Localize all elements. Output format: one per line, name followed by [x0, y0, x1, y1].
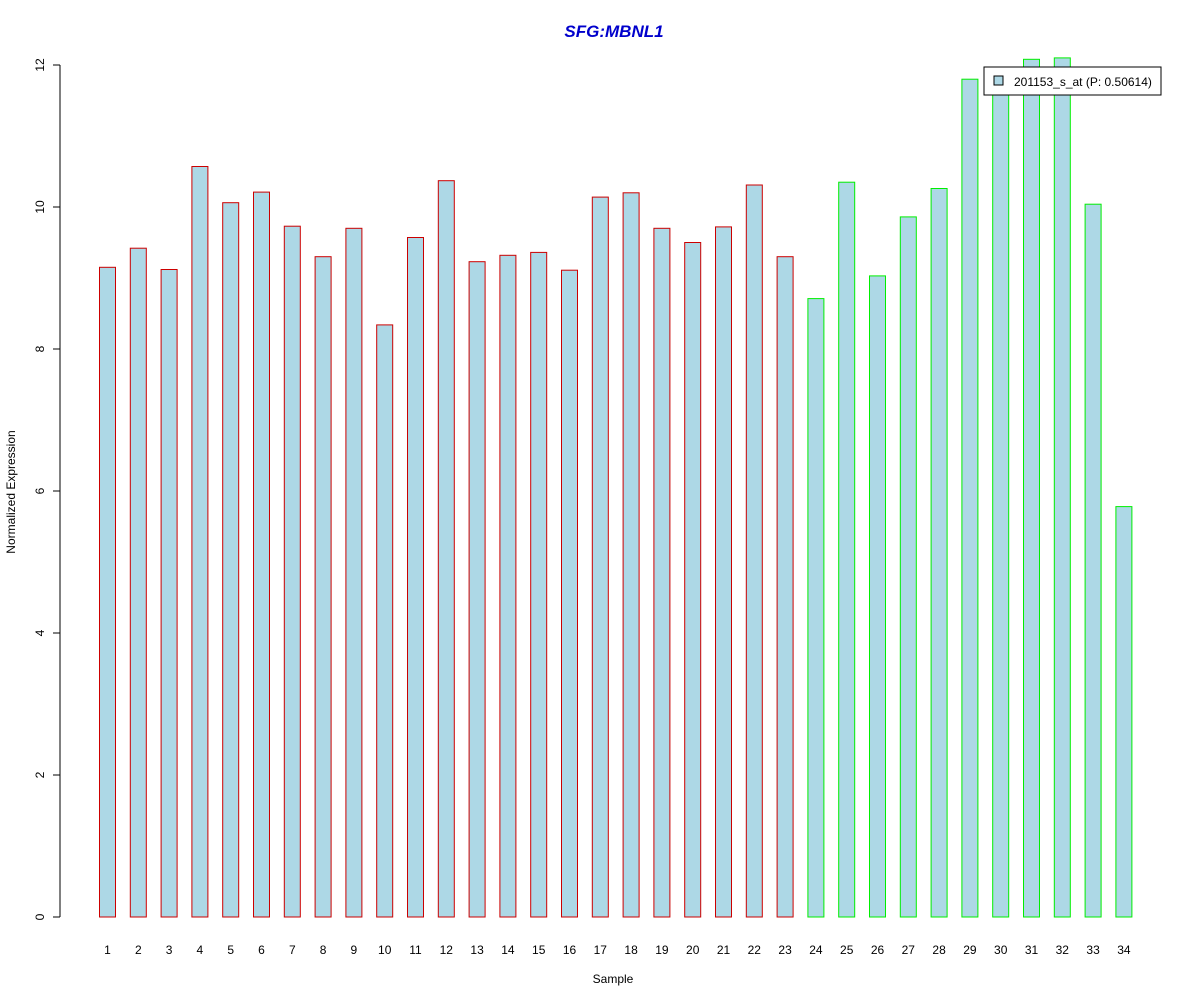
bar-sample-10: [376, 324, 394, 918]
legend-swatch: [993, 75, 1004, 86]
y-tick-label: 4: [33, 629, 47, 636]
x-tick-label: 26: [871, 943, 885, 957]
x-axis-title: Sample: [593, 972, 634, 986]
bar-sample-25: [838, 181, 856, 918]
x-tick-label: 12: [440, 943, 454, 957]
x-tick-label: 2: [135, 943, 142, 957]
x-tick-label: 22: [748, 943, 762, 957]
bar-sample-11: [407, 237, 424, 918]
bar-sample-29: [961, 78, 979, 918]
bar-sample-15: [530, 251, 548, 918]
x-tick-label: 27: [902, 943, 916, 957]
x-tick-label: 31: [1025, 943, 1039, 957]
bar-sample-27: [899, 216, 917, 918]
x-axis-tick-labels: 1 2 3 4 5 6 7 8 9 10 11 12 13 14 15 16 17 18 19 20 21 22 23 24 2…: [104, 943, 1131, 957]
y-tick-label: 6: [33, 487, 47, 494]
legend: 201153_s_at (P: 0.50614): [983, 66, 1162, 96]
bar-sample-9: [345, 227, 363, 918]
y-tick-label: 2: [33, 771, 47, 778]
bar-sample-33: [1084, 203, 1102, 918]
bar-sample-1: [99, 266, 116, 918]
bar-sample-12: [437, 180, 455, 918]
legend-box: [983, 66, 1162, 96]
legend-label: 201153_s_at (P: 0.50614): [1014, 75, 1152, 89]
x-tick-label: 17: [594, 943, 608, 957]
bar-sample-34: [1115, 506, 1133, 918]
x-tick-label: 4: [197, 943, 204, 957]
bar-sample-30: [992, 89, 1010, 918]
bar-sample-22: [745, 184, 763, 918]
x-tick-label: 30: [994, 943, 1008, 957]
x-tick-label: 29: [963, 943, 977, 957]
bar-sample-3: [160, 269, 178, 918]
x-tick-label: 13: [470, 943, 484, 957]
x-tick-label: 32: [1056, 943, 1070, 957]
x-tick-label: 20: [686, 943, 700, 957]
bar-sample-17: [591, 196, 609, 918]
x-tick-label: 15: [532, 943, 546, 957]
x-tick-label: 21: [717, 943, 731, 957]
bar-sample-23: [776, 256, 794, 918]
bar-sample-21: [715, 226, 732, 918]
bar-sample-4: [191, 166, 209, 918]
x-tick-label: 5: [227, 943, 234, 957]
x-tick-label: 6: [258, 943, 265, 957]
x-tick-label: 7: [289, 943, 296, 957]
bar-sample-5: [222, 202, 240, 918]
x-tick-label: 24: [809, 943, 823, 957]
x-tick-label: 34: [1117, 943, 1131, 957]
x-tick-label: 1: [104, 943, 111, 957]
bar-sample-13: [468, 261, 486, 918]
y-tick-label: 8: [33, 345, 47, 352]
x-tick-label: 10: [378, 943, 392, 957]
y-axis: 0 2 4 6 8 10 12: [33, 58, 61, 920]
bar-sample-16: [561, 269, 578, 918]
y-tick-label: 12: [33, 58, 47, 72]
bar-sample-32: [1053, 57, 1071, 918]
y-tick-label: 10: [33, 200, 47, 214]
bar-sample-7: [283, 225, 301, 918]
x-tick-label: 33: [1086, 943, 1100, 957]
bar-sample-26: [869, 275, 886, 918]
bar-sample-31: [1023, 58, 1040, 918]
x-tick-label: 11: [409, 943, 422, 957]
y-axis-title: Normalized Expression: [4, 430, 18, 553]
chart-title: SFG:MBNL1: [564, 22, 663, 41]
bar-sample-8: [314, 256, 332, 918]
bar-sample-14: [499, 254, 517, 918]
x-tick-label: 16: [563, 943, 577, 957]
x-tick-label: 18: [624, 943, 638, 957]
x-tick-label: 8: [320, 943, 327, 957]
bar-series: [99, 57, 1133, 918]
x-tick-label: 28: [932, 943, 946, 957]
y-tick-label: 0: [33, 913, 47, 920]
bar-sample-2: [129, 247, 147, 918]
bar-sample-18: [622, 192, 640, 918]
x-tick-label: 3: [166, 943, 173, 957]
bar-sample-19: [653, 227, 671, 918]
x-tick-label: 23: [778, 943, 792, 957]
x-tick-label: 14: [501, 943, 515, 957]
bar-sample-24: [807, 298, 825, 918]
x-tick-label: 19: [655, 943, 669, 957]
x-tick-label: 9: [351, 943, 358, 957]
bar-sample-20: [684, 242, 702, 918]
bar-sample-6: [253, 191, 270, 918]
bar-sample-28: [930, 188, 948, 918]
x-tick-label: 25: [840, 943, 854, 957]
